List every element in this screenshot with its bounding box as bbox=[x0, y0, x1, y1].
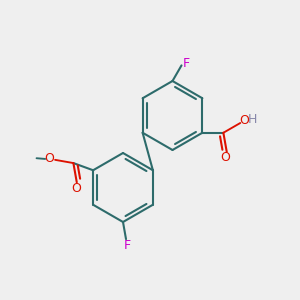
Text: F: F bbox=[123, 239, 130, 252]
Text: F: F bbox=[182, 56, 190, 70]
Text: O: O bbox=[45, 152, 55, 165]
Text: O: O bbox=[220, 152, 230, 164]
Text: O: O bbox=[239, 114, 249, 128]
Text: O: O bbox=[71, 182, 81, 195]
Text: H: H bbox=[248, 113, 258, 126]
